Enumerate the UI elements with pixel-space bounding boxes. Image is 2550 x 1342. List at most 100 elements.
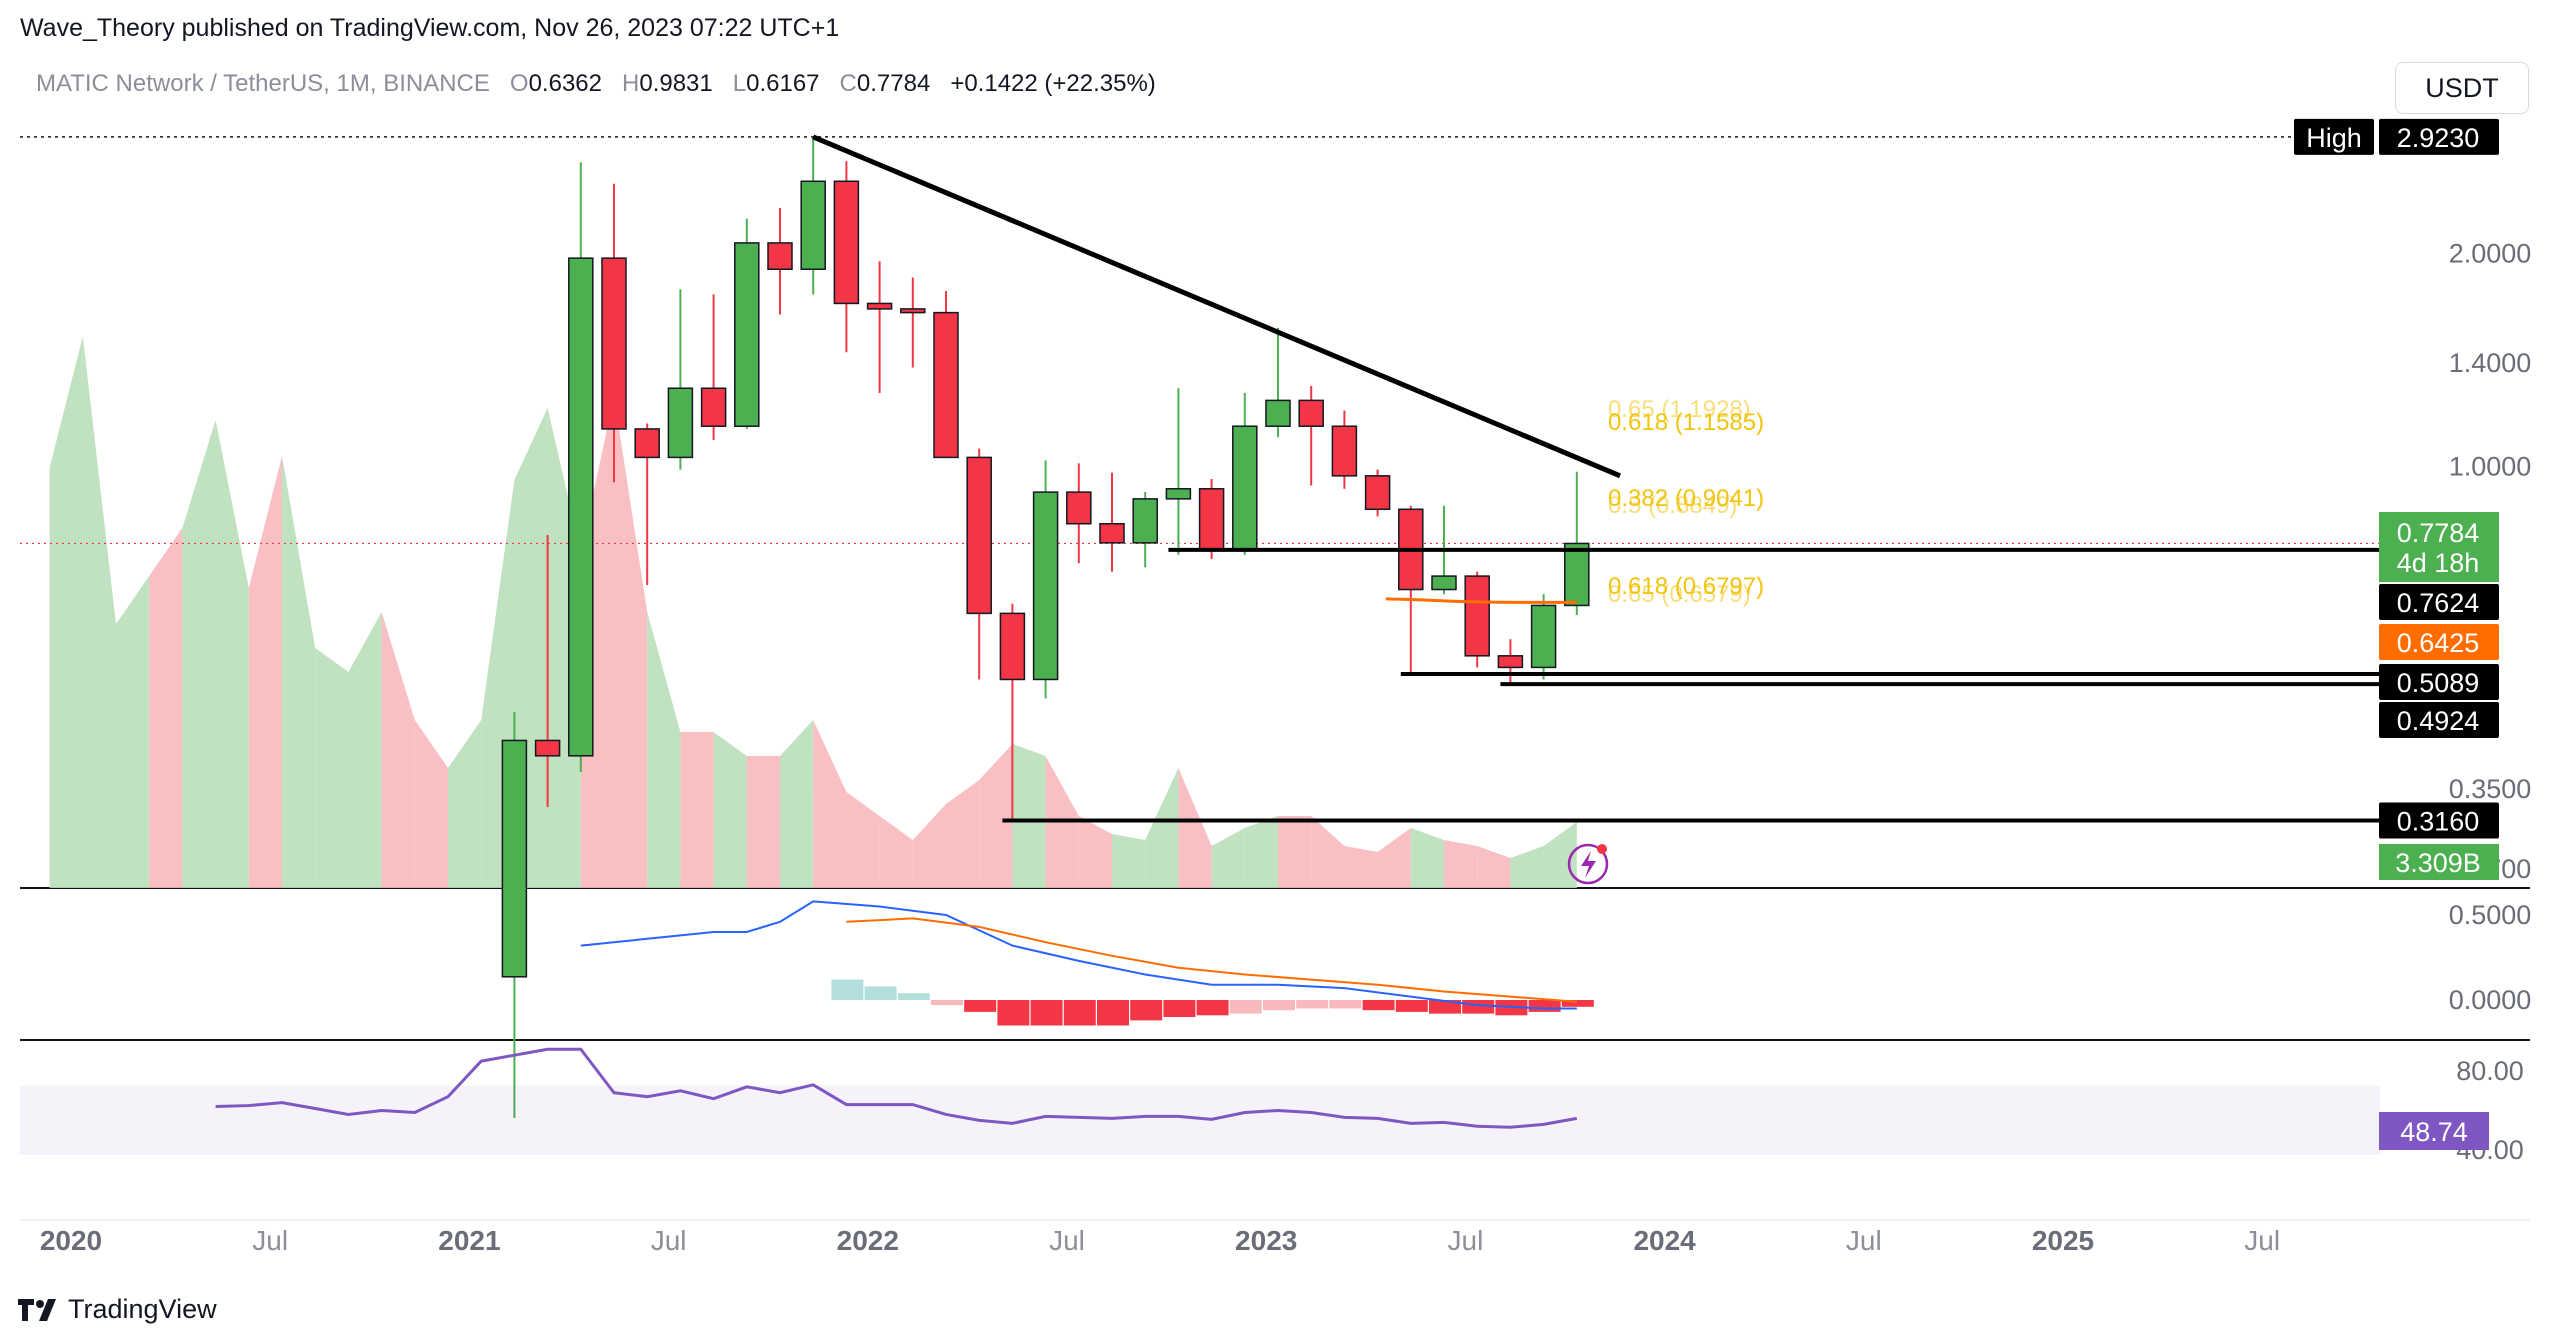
volume-area-2020-02 <box>49 336 83 888</box>
time-tick-label: 2025 <box>2032 1225 2094 1256</box>
ema-line <box>1385 597 1577 604</box>
candle-body-2022-02 <box>866 302 893 310</box>
price-label-text: 0.5089 <box>2397 668 2480 698</box>
candle-body-2023-09 <box>1497 655 1524 669</box>
lightning-icon-ring <box>1567 843 1609 885</box>
tradingview-logo[interactable]: TradingView <box>18 1294 217 1325</box>
symbol-legend: MATIC Network / TetherUS, 1M, BINANCE O 0… <box>36 70 1156 98</box>
currency-button[interactable]: USDT <box>2395 62 2529 114</box>
rsi-value-box <box>2379 1112 2489 1150</box>
countdown-label-text: 4d 18h <box>2397 548 2480 578</box>
volume-area-2021-02 <box>448 720 482 888</box>
lightning-icon-dot <box>1597 844 1607 854</box>
volume-area-2020-06 <box>182 420 216 888</box>
volume-area-2020-05 <box>149 528 183 888</box>
macd-histogram-bar <box>897 993 930 1000</box>
time-tick-label: Jul <box>1049 1225 1085 1256</box>
volume-area-2020-10 <box>315 648 349 888</box>
volume-area-2023-09 <box>1477 846 1511 888</box>
volume-area-2020-03 <box>82 336 116 888</box>
high-value: 0.9831 <box>639 70 713 97</box>
macd-histogram-bar <box>1097 1000 1129 1026</box>
high-tag-text: High <box>2306 123 2362 153</box>
volume-area-2021-12 <box>780 720 814 888</box>
lightning-icon-bolt <box>1581 851 1596 878</box>
volume-label-text: 3.309B <box>2395 848 2481 878</box>
lightning-icon <box>1567 843 1609 885</box>
macd-histogram-bar <box>831 979 864 1000</box>
fib-level-label: 0.382 (0.9041) <box>1608 485 1764 512</box>
candle-body-2023-02 <box>1265 399 1291 427</box>
volume-area-2021-09 <box>680 732 714 888</box>
time-tick-label: 2022 <box>837 1225 899 1256</box>
volume-area-2023-02 <box>1244 816 1278 888</box>
signal-line <box>846 917 1577 1003</box>
volume-area-2023-01 <box>1211 828 1245 888</box>
fib-level-label: 0.618 (0.6797) <box>1608 573 1764 600</box>
volume-area-2020-12 <box>381 612 415 888</box>
volume-area-2022-03 <box>879 816 913 888</box>
volume-area-2020-11 <box>348 612 382 888</box>
candle-body-2022-05 <box>966 456 992 615</box>
volume-area-2023-04 <box>1311 816 1345 888</box>
close-label: C <box>839 70 857 97</box>
tradingview-logo-icon <box>18 1298 56 1321</box>
volume-area-2023-10 <box>1510 846 1544 888</box>
macd-histogram-bar <box>1263 1000 1295 1011</box>
open-label: O <box>509 70 529 97</box>
candle-body-2021-10 <box>734 242 760 427</box>
volume-area-2022-12 <box>1178 768 1212 888</box>
macd-histogram-bar <box>1329 1000 1362 1009</box>
macd-histogram-bar <box>864 986 897 1000</box>
price-label-box <box>2379 702 2499 738</box>
candle-body-2023-03 <box>1298 399 1324 427</box>
macd-histogram-bar <box>964 1000 997 1012</box>
price-tick-label: 1.4000 <box>2449 348 2532 378</box>
volume-area-2022-01 <box>813 720 847 888</box>
volume-label-box <box>2379 844 2499 880</box>
price-label-box <box>2379 664 2499 700</box>
rsi-value-text: 48.74 <box>2400 1117 2468 1147</box>
price-label-text: 2.9230 <box>2397 123 2480 153</box>
price-label-text: 0.3160 <box>2397 806 2480 836</box>
candle-body-2021-05 <box>568 257 594 757</box>
rsi-tick-label: 80.00 <box>2456 1056 2524 1086</box>
candle-body-2022-03 <box>900 308 926 314</box>
candle-body-2021-03 <box>501 739 528 978</box>
macd-tick-label: 0.5000 <box>2449 900 2532 930</box>
fib-level-label: 0.618 (1.1585) <box>1608 409 1764 436</box>
candle-body-2022-11 <box>1165 488 1192 500</box>
low-label: L <box>732 70 747 97</box>
low-value: 0.6167 <box>746 70 820 97</box>
price-label-text: 0.7784 <box>2397 518 2480 548</box>
candle-body-2022-01 <box>833 180 860 305</box>
candle-body-2021-08 <box>667 387 694 459</box>
symbol-name: MATIC Network / TetherUS, 1M, BINANCE <box>36 70 490 97</box>
volume-area-2022-04 <box>912 804 946 888</box>
candle-body-2023-10 <box>1530 604 1557 669</box>
time-tick-label: Jul <box>252 1225 288 1256</box>
volume-area-2021-07 <box>614 396 648 888</box>
price-tick-label: 0.3500 <box>2449 774 2532 804</box>
price-tick-label: 2.0000 <box>2449 238 2532 268</box>
macd-histogram-bar <box>1296 1000 1329 1009</box>
volume-area-2023-03 <box>1278 816 1312 888</box>
volume-area-2020-07 <box>215 420 249 888</box>
price-label-box <box>2379 802 2499 839</box>
macd-histogram-bar <box>1130 1000 1163 1021</box>
time-tick-label: 2023 <box>1235 1225 1297 1256</box>
macd-tick-label: 0.0000 <box>2449 985 2532 1015</box>
fib-level-label: 0.65 (0.6579) <box>1608 581 1751 608</box>
fib-level-label: 0.65 (1.1928) <box>1608 396 1751 423</box>
candle-body-2021-12 <box>800 180 826 271</box>
macd-histogram-bar <box>1395 1000 1428 1012</box>
price-label-text: 0.6425 <box>2397 628 2480 658</box>
volume-area-2023-08 <box>1444 840 1478 888</box>
volume-area-2021-01 <box>414 720 448 888</box>
volume-area-2022-05 <box>946 780 980 888</box>
candle-body-2022-10 <box>1132 498 1158 544</box>
volume-area-2022-09 <box>1078 816 1112 888</box>
candle-body-2023-11 <box>1564 542 1590 607</box>
macd-histogram-bar <box>1229 1000 1262 1014</box>
